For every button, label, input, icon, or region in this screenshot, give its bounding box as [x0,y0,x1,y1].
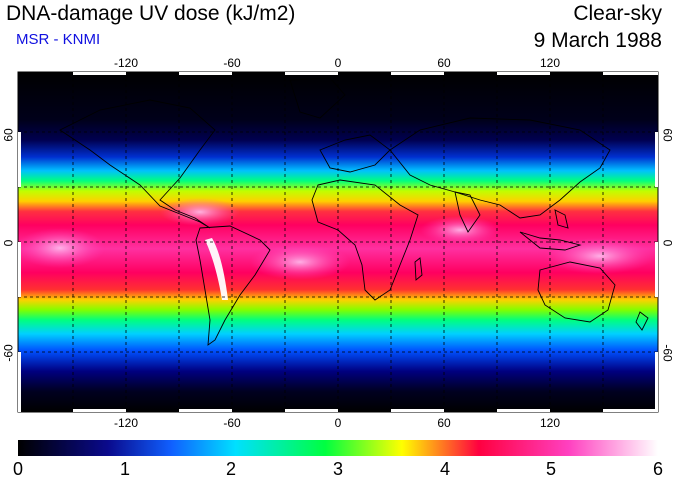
colorbar-tick-label: 5 [545,459,557,479]
lon-label-bottom: 60 [437,416,451,430]
colorbar-tick-label: 3 [332,459,344,479]
uv-hotspot [250,244,350,280]
coastlines [59,77,649,346]
uv-hotspot [18,228,105,268]
map-title: DNA-damage UV dose (kJ/m2) [6,2,296,25]
date-label: 9 March 1988 [533,29,662,52]
sky-condition-label: Clear-sky [573,2,662,25]
uv-hotspot [160,198,240,226]
lon-label-top: 0 [334,56,342,70]
lon-label-bottom: 120 [539,416,561,430]
lon-label-bottom: -60 [223,416,241,430]
lon-label-top: -60 [223,56,241,70]
source-label: MSR - KNMI [16,31,101,48]
lon-label-top: 120 [539,56,561,70]
map-border [17,71,659,413]
graticule [18,72,658,412]
uv-hotspot [420,216,500,244]
lon-label-top: 60 [437,56,451,70]
lon-label-top: -120 [113,56,139,70]
colorbar-tick-label: 1 [119,459,131,479]
colorbar-tick-label: 4 [439,459,451,479]
colorbar-tick-label: 6 [652,459,664,479]
colorbar [18,440,658,456]
colorbar-tick-label: 2 [225,459,237,479]
colorbar-tick-label: 0 [12,459,24,479]
lon-label-bottom: -120 [113,416,139,430]
uv-hotspot [545,238,655,274]
andes-peak-region [205,238,228,300]
lon-label-bottom: 0 [334,416,342,430]
